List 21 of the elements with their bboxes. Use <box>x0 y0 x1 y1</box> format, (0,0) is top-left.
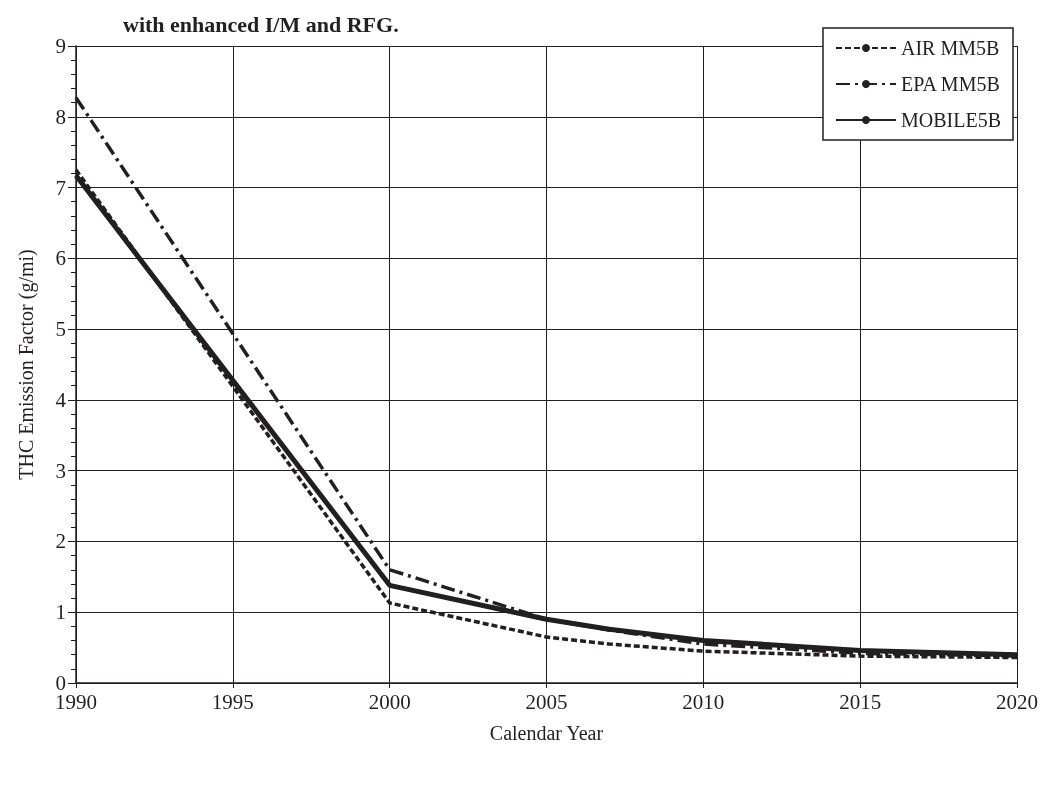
x-tick-label: 2010 <box>682 689 725 714</box>
x-tick-label: 2005 <box>525 689 568 714</box>
x-tick-label: 1995 <box>211 689 254 714</box>
legend-label: AIR MM5B <box>901 37 1000 59</box>
y-tick-label: 6 <box>55 246 66 271</box>
x-tick-label: 2015 <box>839 689 882 714</box>
x-axis-title: Calendar Year <box>489 722 604 744</box>
y-tick-label: 5 <box>55 317 66 342</box>
y-tick-label: 7 <box>55 175 66 200</box>
y-tick-label: 3 <box>55 458 66 483</box>
x-tick-label: 2020 <box>996 689 1038 714</box>
chart-title: with enhanced I/M and RFG. <box>123 11 399 37</box>
y-tick-label: 4 <box>55 387 67 412</box>
y-tick-label: 9 <box>55 34 66 58</box>
legend-label: EPA MM5B <box>901 73 1000 95</box>
y-tick-label: 1 <box>55 600 66 625</box>
x-tick-label: 2000 <box>368 689 411 714</box>
y-tick-label: 2 <box>55 529 66 554</box>
legend-label: MOBILE5B <box>901 109 1001 131</box>
y-axis-title: THC Emission Factor (g/mi) <box>15 249 38 480</box>
y-tick-label: 8 <box>55 104 66 129</box>
